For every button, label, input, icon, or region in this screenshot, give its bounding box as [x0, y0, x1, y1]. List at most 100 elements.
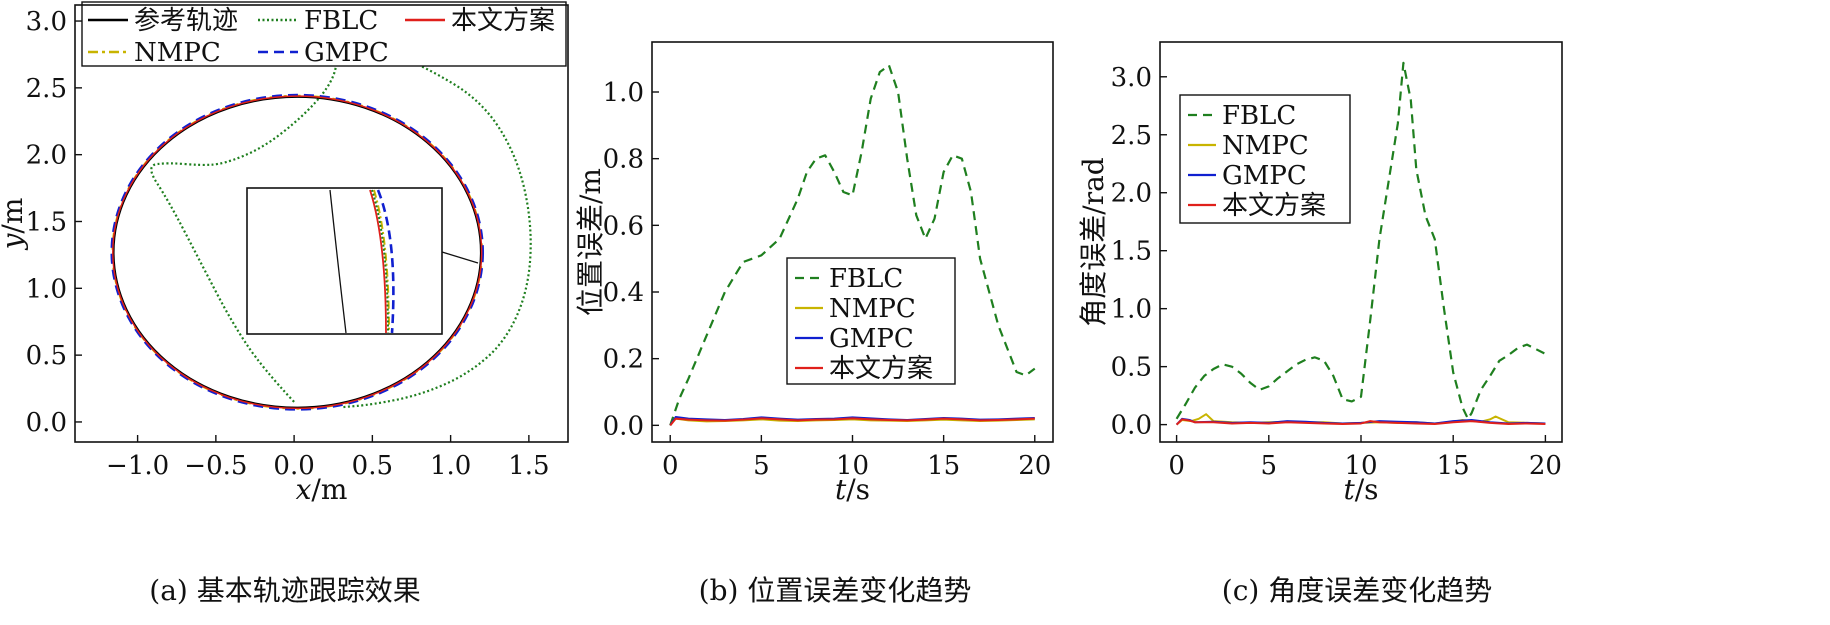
y-tick-label: 1.5 [26, 207, 67, 237]
y-tick-label: 3.0 [1111, 63, 1152, 93]
x-tick-label: 10 [836, 451, 869, 481]
axes-frame [74, 4, 569, 443]
legend-label: FBLC [1222, 101, 1296, 131]
legend-item: 本文方案 [1188, 191, 1326, 221]
y-axis-label: 位置误差/m [574, 168, 607, 316]
series-line-本文方案 [669, 417, 1035, 426]
series-line-本文方案 [1175, 418, 1546, 426]
legend: 参考轨迹 FBLC 本文方案 NMPC GMPC [81, 1, 567, 68]
gmpc-trajectory [110, 93, 485, 411]
x-axis-unit: /s [1355, 473, 1379, 506]
y-tick-label: 3.0 [26, 7, 67, 37]
y-tick-label: 1.0 [1111, 295, 1152, 325]
x-axis-var: t [835, 473, 847, 506]
legend-label: FBLC [304, 6, 378, 36]
x-tick-label: 1.5 [508, 451, 549, 481]
series-line-FBLC [1175, 61, 1546, 420]
y-tick-label: 0.2 [603, 345, 644, 375]
legend-label: 本文方案 [451, 6, 555, 36]
legend-label: NMPC [1222, 131, 1309, 161]
y-axis-label: 角度误差/rad [1077, 157, 1110, 327]
x-tick-label: 20 [1529, 451, 1562, 481]
y-tick-label: 0.0 [26, 408, 67, 438]
legend-frame [81, 1, 567, 67]
panel-caption: (b) 位置误差变化趋势 [699, 574, 972, 607]
x-axis-unit: /m [311, 473, 347, 506]
inset-fblc-curve [371, 189, 389, 334]
x-axis-unit: /s [846, 473, 870, 506]
y-tick-label: 2.5 [26, 74, 67, 104]
proposed-trajectory [112, 95, 483, 410]
y-tick-label: 2.0 [1111, 179, 1152, 209]
plot-area [669, 64, 1036, 426]
legend-item: NMPC [795, 294, 916, 324]
inset-frame [246, 187, 443, 335]
x-tick-label: 20 [1018, 451, 1051, 481]
x-axis-label: x/m [296, 473, 348, 506]
inset-proposed-curve [369, 189, 387, 334]
y-tick-label: 0.6 [603, 211, 644, 241]
panel-a: −1.0 −0.5 0.0 0.5 1.0 1.5 0.0 0.5 1.0 1.5 2.0 2.5 3.… [0, 1, 569, 607]
zoom-inset [246, 187, 479, 335]
y-tick-label: 2.5 [1111, 121, 1152, 151]
legend-label: GMPC [304, 38, 389, 68]
inset-connector [441, 251, 479, 264]
x-tick-label: 0.5 [352, 451, 393, 481]
inset-gmpc-curve [376, 189, 395, 334]
x-tick-label: 5 [1261, 451, 1278, 481]
series-line-FBLC [669, 64, 1036, 426]
legend-frame [1179, 94, 1351, 224]
legend-item: 本文方案 [405, 6, 555, 36]
y-axis-var: y [0, 232, 29, 251]
legend-item: 本文方案 [795, 354, 933, 384]
y-axis-label: y/m [0, 198, 29, 252]
x-axis-var: t [1343, 473, 1355, 506]
x-tick-label: 0 [662, 451, 679, 481]
y-tick-label: 0.8 [603, 145, 644, 175]
x-tick-label: 10 [1344, 451, 1377, 481]
reference-trajectory [113, 96, 481, 408]
x-tick-label: −1.0 [106, 451, 169, 481]
panel-c: 0 5 10 15 20 0.0 0.5 1.0 1.5 2.0 2.5 3.0 t/s 角度误差/rad… [1077, 41, 1563, 607]
y-tick-label: 0.4 [603, 278, 644, 308]
y-tick-label: 2.0 [26, 141, 67, 171]
legend-label: GMPC [829, 324, 914, 354]
inset-nmpc-curve [373, 189, 390, 334]
legend-label: 本文方案 [1222, 191, 1326, 221]
x-tick-label: −0.5 [184, 451, 247, 481]
axes-frame [651, 41, 1054, 443]
y-tick-label: 1.0 [603, 78, 644, 108]
panel-caption: (c) 角度误差变化趋势 [1222, 574, 1492, 607]
legend-label: NMPC [829, 294, 916, 324]
panel-caption: (a) 基本轨迹跟踪效果 [149, 574, 420, 607]
x-tick-label: 15 [927, 451, 960, 481]
plot-area [1175, 61, 1546, 426]
legend-label: NMPC [134, 38, 221, 68]
y-tick-label: 1.5 [1111, 237, 1152, 267]
legend-item: FBLC [258, 6, 378, 36]
x-tick-label: 1.0 [430, 451, 471, 481]
y-axis-unit: /m [0, 198, 29, 234]
y-tick-label: 0.0 [603, 411, 644, 441]
legend-item: GMPC [1188, 161, 1307, 191]
legend-item: NMPC [1188, 131, 1309, 161]
x-tick-label: 0 [1168, 451, 1185, 481]
legend-label: FBLC [829, 264, 903, 294]
legend-item: NMPC [88, 38, 221, 68]
legend-item: FBLC [1188, 101, 1296, 131]
inset-reference-curve [329, 189, 347, 334]
legend-label: 参考轨迹 [134, 6, 238, 36]
x-tick-label: 5 [753, 451, 770, 481]
legend-item: GMPC [258, 38, 389, 68]
x-tick-label: 15 [1437, 451, 1470, 481]
legend-label: 本文方案 [829, 354, 933, 384]
y-tick-label: 0.0 [1111, 411, 1152, 441]
x-axis-label: t/s [835, 473, 870, 506]
y-tick-label: 0.5 [1111, 353, 1152, 383]
x-axis-label: t/s [1343, 473, 1378, 506]
x-tick-label: 0.0 [273, 451, 314, 481]
axes-frame [1159, 41, 1563, 443]
